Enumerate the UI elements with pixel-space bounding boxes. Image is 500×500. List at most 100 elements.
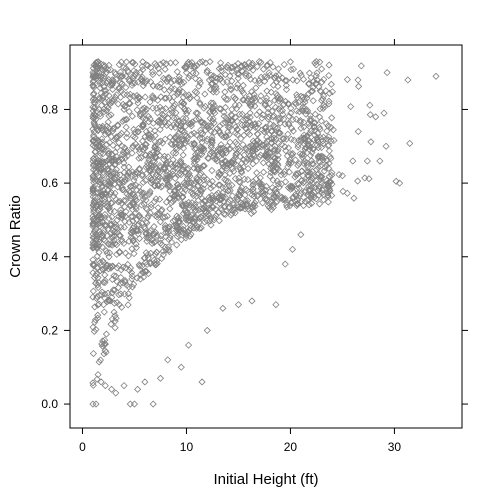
data-point [141, 224, 149, 233]
data-point [98, 135, 106, 143]
data-point [125, 192, 133, 200]
data-point [89, 238, 97, 246]
data-point [116, 249, 124, 257]
data-point [116, 171, 124, 179]
data-point [106, 262, 114, 270]
data-point [96, 112, 105, 120]
data-point [131, 71, 140, 79]
data-point [314, 144, 322, 152]
data-point [196, 143, 204, 151]
data-point [282, 86, 291, 94]
data-point [270, 134, 278, 142]
data-point [147, 64, 155, 72]
data-point [147, 78, 155, 86]
tick-labels-layer: 0 10 20 30 0.0 0.2 0.4 0.6 0.8 [41, 102, 401, 454]
data-point [151, 182, 159, 190]
data-point [89, 172, 97, 180]
data-point [197, 187, 205, 195]
data-point [166, 205, 174, 213]
data-point [320, 167, 328, 175]
data-point [148, 236, 156, 244]
data-point [126, 99, 134, 108]
data-point [91, 316, 100, 324]
data-point [186, 120, 195, 128]
data-point [271, 74, 279, 82]
data-point [207, 221, 215, 229]
data-point [328, 88, 336, 96]
data-point [171, 195, 179, 203]
data-point [153, 231, 161, 240]
data-point [89, 400, 97, 408]
data-point [182, 216, 190, 224]
data-point [101, 276, 109, 285]
data-point [107, 133, 115, 141]
data-point [177, 363, 185, 371]
data-point [354, 177, 362, 185]
data-point [231, 175, 239, 183]
data-point [307, 117, 315, 125]
data-point [180, 78, 188, 87]
data-point [173, 241, 181, 249]
data-point [96, 200, 104, 208]
data-point [253, 145, 261, 153]
data-point [192, 109, 200, 117]
data-point [180, 179, 188, 187]
data-point [114, 225, 122, 233]
data-point [173, 190, 181, 199]
data-point [197, 213, 205, 221]
data-point [109, 85, 117, 94]
data-point [161, 213, 169, 221]
data-point [267, 206, 276, 214]
data-point [125, 237, 133, 245]
data-point [100, 308, 108, 316]
data-point [145, 134, 153, 142]
data-point [204, 210, 212, 218]
data-point [249, 181, 257, 190]
data-point [325, 71, 333, 80]
data-point [275, 116, 283, 124]
data-point [140, 200, 148, 208]
data-point [240, 89, 248, 97]
data-point [128, 283, 136, 291]
data-point [179, 117, 188, 126]
data-point [226, 123, 234, 131]
data-point [249, 137, 257, 145]
data-point [285, 120, 293, 129]
data-point [134, 143, 142, 151]
data-point [106, 190, 114, 198]
data-point [137, 154, 145, 162]
data-point [91, 197, 99, 205]
data-point [94, 371, 102, 379]
data-point [291, 99, 299, 107]
data-point [118, 72, 126, 80]
data-point [112, 153, 121, 161]
data-point [209, 103, 217, 111]
data-point [120, 102, 129, 110]
data-point [135, 235, 144, 243]
data-point [366, 101, 374, 109]
data-point [143, 205, 151, 213]
data-point [266, 172, 274, 180]
data-point [224, 177, 232, 185]
data-point [150, 151, 159, 159]
data-point [166, 182, 174, 190]
data-point [270, 112, 278, 120]
data-point [156, 210, 164, 218]
data-point [292, 115, 300, 123]
data-point [221, 171, 229, 179]
data-point [283, 77, 291, 85]
data-point [181, 63, 190, 71]
data-point [173, 222, 181, 230]
data-point [156, 163, 164, 171]
data-point [114, 183, 122, 191]
data-point [154, 181, 162, 189]
data-point [129, 234, 137, 242]
data-point [115, 61, 123, 69]
data-point [153, 109, 162, 117]
data-point [114, 198, 122, 206]
data-point [141, 133, 149, 141]
data-point [210, 102, 219, 110]
data-point [181, 122, 189, 130]
data-point [276, 167, 284, 175]
data-point [132, 168, 140, 176]
